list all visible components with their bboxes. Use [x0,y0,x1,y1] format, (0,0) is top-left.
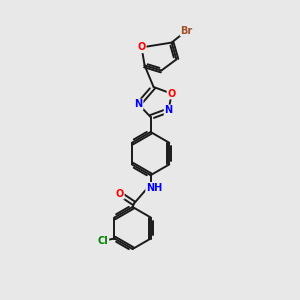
Text: O: O [167,88,176,99]
Text: N: N [134,99,143,110]
Text: N: N [164,105,173,116]
Text: NH: NH [146,183,162,193]
Text: Cl: Cl [98,236,108,246]
Text: O: O [116,189,124,199]
Text: Br: Br [181,26,193,36]
Text: O: O [137,42,146,52]
